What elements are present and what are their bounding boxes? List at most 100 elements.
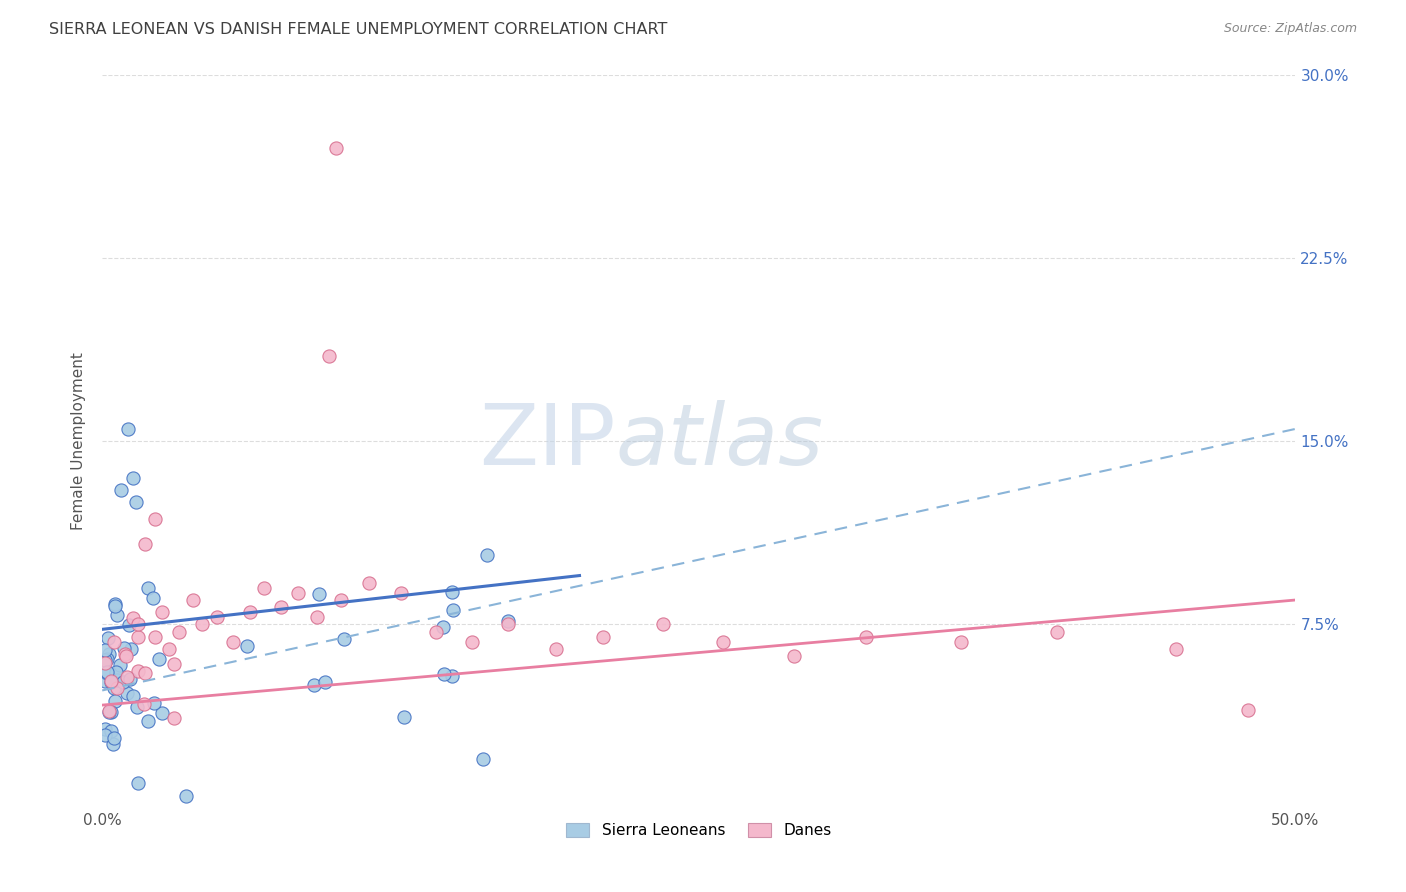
Point [134,666,156,681]
Point [496,614,519,628]
Point [142,591,165,606]
Point [163,711,186,725]
Point [96,651,118,665]
Point [392,710,415,724]
Point [118,617,141,632]
Text: ZIP: ZIP [479,400,616,483]
Point [127,776,149,790]
Point [104,694,127,708]
Point [157,641,180,656]
Point [432,620,454,634]
Point [441,603,464,617]
Point [359,575,381,590]
Point [105,665,128,679]
Point [711,634,734,648]
Point [100,674,122,689]
Point [127,665,149,679]
Point [440,669,463,683]
Point [783,649,806,664]
Point [592,630,614,644]
Point [124,495,146,509]
Text: SIERRA LEONEAN VS DANISH FEMALE UNEMPLOYMENT CORRELATION CHART: SIERRA LEONEAN VS DANISH FEMALE UNEMPLOY… [49,22,668,37]
Point [110,483,132,497]
Point [174,789,197,803]
Point [122,689,145,703]
Point [314,674,336,689]
Point [150,706,173,720]
Y-axis label: Female Unemployment: Female Unemployment [72,352,86,530]
Point [121,610,143,624]
Point [93,722,115,736]
Point [104,597,127,611]
Point [108,657,131,672]
Point [120,673,142,687]
Point [167,624,190,639]
Point [97,704,120,718]
Point [93,673,115,688]
Point [440,585,463,599]
Point [122,471,145,485]
Point [104,668,127,682]
Point [103,681,125,695]
Point [181,593,204,607]
Point [652,617,675,632]
Point [112,640,135,655]
Point [100,705,122,719]
Point [253,581,276,595]
Point [425,624,447,639]
Point [105,673,128,687]
Point [143,630,166,644]
Point [855,630,877,644]
Point [433,666,456,681]
Point [134,537,156,551]
Point [143,512,166,526]
Point [120,641,142,656]
Point [477,548,499,562]
Point [471,752,494,766]
Point [100,675,122,690]
Point [115,649,138,664]
Point [117,422,139,436]
Point [93,727,115,741]
Point [205,610,228,624]
Point [287,585,309,599]
Point [496,617,519,632]
Point [332,632,354,646]
Point [115,670,138,684]
Point [93,653,115,667]
Point [103,634,125,648]
Point [222,634,245,648]
Point [97,648,120,662]
Point [98,705,121,719]
Point [163,657,186,672]
Point [96,665,118,679]
Point [318,349,340,363]
Point [114,647,136,661]
Point [329,593,352,607]
Point [143,696,166,710]
Point [239,605,262,619]
Point [389,585,412,599]
Point [127,617,149,632]
Point [236,639,259,653]
Point [950,634,973,648]
Point [136,714,159,728]
Point [103,731,125,746]
Point [97,631,120,645]
Point [125,700,148,714]
Point [93,656,115,670]
Point [461,634,484,648]
Point [305,610,328,624]
Point [105,607,128,622]
Point [103,737,125,751]
Point [150,605,173,619]
Text: Source: ZipAtlas.com: Source: ZipAtlas.com [1223,22,1357,36]
Text: atlas: atlas [616,400,824,483]
Point [325,141,347,155]
Point [96,666,118,681]
Point [100,724,122,739]
Point [132,697,155,711]
Point [1166,641,1188,656]
Point [544,641,567,656]
Point [127,630,149,644]
